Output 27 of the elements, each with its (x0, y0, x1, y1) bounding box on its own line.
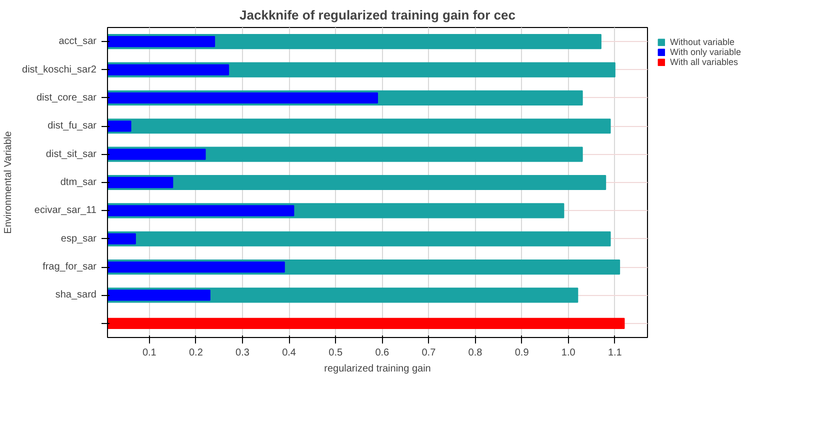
x-tick-label: 0.5 (328, 348, 343, 358)
legend-label: With all variables (670, 57, 738, 67)
x-tick-label: 0.9 (514, 348, 530, 358)
x-tick-label: 0.4 (282, 348, 296, 358)
y-tick-label: dist_fu_sar (48, 120, 98, 132)
y-tick-label: dist_sit_sar (46, 148, 98, 160)
x-tick-label: 0.8 (468, 348, 483, 358)
x-tick-label: 0.1 (142, 348, 157, 358)
x-axis-title: regularized training gain (324, 364, 431, 374)
x-tick-label: 0.7 (422, 348, 436, 358)
y-tick-label: dtm_sar (60, 177, 98, 188)
y-tick-label: ecivar_sar_11 (34, 205, 97, 216)
y-tick-label: frag_for_sar (42, 262, 98, 273)
y-tick-label: dist_koschi_sar2 (22, 64, 97, 76)
x-tick-label: 1.0 (561, 348, 576, 358)
y-tick-label: esp_sar (60, 233, 98, 244)
x-tick-label: 0.3 (236, 348, 250, 358)
y-tick-label: acct_sar (58, 36, 98, 48)
chart-title: Jackknife of regularized training gain for cec (240, 8, 516, 22)
y-tick-label: dist_core_sar (36, 92, 98, 104)
x-tick-label: 1.1 (608, 348, 622, 358)
x-tick-label: 0.2 (189, 348, 204, 358)
legend-label: Without variable (670, 37, 735, 47)
legend-label: With only variable (670, 47, 742, 57)
y-axis-title: Environmental Variable (3, 130, 14, 234)
y-tick-label: sha_sard (55, 290, 97, 301)
x-tick-label: 0.6 (375, 348, 390, 358)
